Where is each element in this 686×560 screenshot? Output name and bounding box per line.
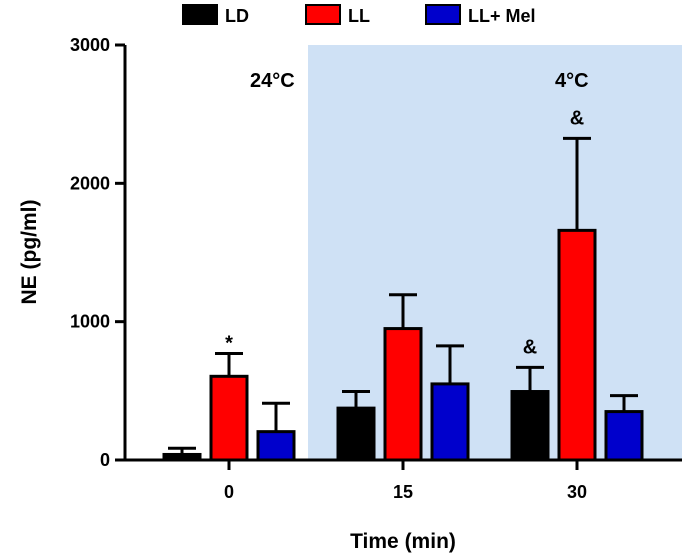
bar-2-0 — [510, 390, 550, 462]
legend-label-ld: LD — [225, 6, 249, 26]
y-tick-label-1: 1000 — [70, 312, 110, 332]
region-label-4c: 4°C — [555, 70, 589, 92]
region-label-24c: 24°C — [250, 70, 295, 92]
annotation-2: & — [570, 107, 584, 129]
y-tick-label-3: 3000 — [70, 35, 110, 55]
legend-swatch-ll-mel — [425, 4, 461, 25]
annotation-1: & — [523, 336, 537, 358]
legend-swatch-ld — [182, 4, 218, 25]
legend-swatch-ll — [305, 4, 341, 25]
x-ticks: 0 15 30 — [224, 460, 587, 502]
bar-0-1 — [209, 374, 249, 462]
legend: LD LL LL+ Mel — [182, 4, 536, 26]
shaded-region — [308, 45, 682, 460]
bar-2-2 — [604, 410, 644, 462]
x-tick-label-1: 15 — [393, 482, 413, 502]
legend-label-ll: LL — [348, 6, 370, 26]
bars — [162, 136, 644, 462]
x-tick-label-2: 30 — [567, 482, 587, 502]
y-tick-label-0: 0 — [100, 450, 110, 470]
annotations: * & & — [225, 107, 584, 358]
x-tick-label-0: 0 — [224, 482, 234, 502]
annotation-0: * — [225, 332, 233, 354]
bar-1-1 — [383, 327, 423, 462]
bar-1-0 — [336, 406, 376, 462]
bar-1-2 — [430, 382, 470, 462]
bar-0-2 — [256, 430, 296, 462]
y-tick-label-2: 2000 — [70, 173, 110, 193]
y-axis-title: NE (pg/ml) — [18, 200, 41, 305]
bar-2-1 — [557, 228, 597, 462]
x-axis-title: Time (min) — [350, 530, 456, 553]
legend-label-ll-mel: LL+ Mel — [468, 6, 536, 26]
y-ticks: 0 1000 2000 3000 — [70, 35, 125, 470]
